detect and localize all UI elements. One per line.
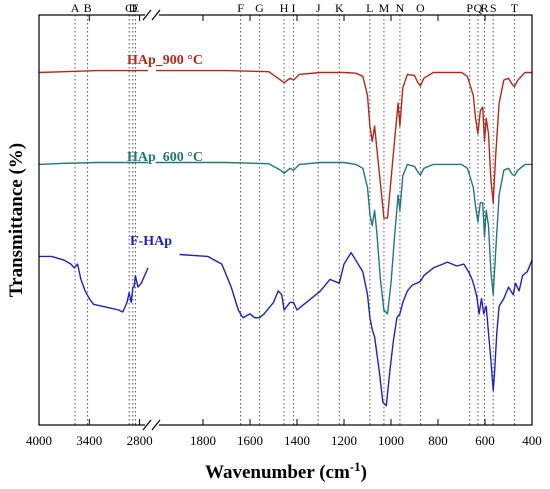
axis-ticks: 4000 3400 2800 1800 1600 1400 1200 1000 800 600 40… bbox=[26, 15, 542, 448]
series-label-hap-900-c: HAp_900 °C bbox=[127, 53, 203, 68]
band-label-G: G bbox=[255, 1, 264, 15]
x-tick-label-1400: 1400 bbox=[284, 433, 310, 448]
plot-frame bbox=[38, 14, 533, 426]
series-line-hap-900-c-low bbox=[156, 69, 532, 219]
band-label-J: J bbox=[316, 1, 321, 15]
band-label-S: S bbox=[490, 1, 497, 15]
band-label-M: M bbox=[379, 1, 390, 15]
x-tick-label-3400: 3400 bbox=[76, 433, 102, 448]
spectra bbox=[38, 69, 533, 407]
band-label-N: N bbox=[396, 1, 405, 15]
band-label-F: F bbox=[237, 1, 244, 15]
band-label-R: R bbox=[481, 1, 489, 15]
band-label-T: T bbox=[511, 1, 519, 15]
x-tick-label-800: 800 bbox=[428, 433, 448, 448]
axis-break-top bbox=[142, 9, 161, 21]
band-label-L: L bbox=[366, 1, 373, 15]
band-label-B: B bbox=[84, 1, 92, 15]
band-label-H: H bbox=[280, 1, 289, 15]
x-tick-label-600: 600 bbox=[475, 433, 495, 448]
series-label-hap-600-c: HAp_600 °C bbox=[127, 150, 203, 165]
y-axis-title: Transmittance (%) bbox=[6, 143, 27, 297]
x-tick-label-4000: 4000 bbox=[26, 433, 52, 448]
x-axis-title-close: ) bbox=[361, 462, 367, 483]
band-label-I: I bbox=[291, 1, 295, 15]
x-axis-title: Wavenumber (cm-1) bbox=[205, 459, 367, 483]
x-tick-label-1600: 1600 bbox=[237, 433, 263, 448]
series-line-hap-600-c-high bbox=[38, 161, 148, 166]
band-markers bbox=[74, 15, 515, 425]
x-tick-label-2800: 2800 bbox=[127, 433, 153, 448]
series-line-hap-900-c-high bbox=[38, 69, 148, 74]
band-label-D: D bbox=[129, 1, 138, 15]
band-label-Q: Q bbox=[474, 1, 483, 15]
x-axis-title-unit-exponent: -1 bbox=[350, 459, 361, 474]
band-label-C: C bbox=[125, 1, 133, 15]
band-label-O: O bbox=[416, 1, 425, 15]
x-tick-label-1000: 1000 bbox=[378, 433, 404, 448]
band-label-P: P bbox=[466, 1, 473, 15]
series-labels: A B CDE F G H I J K L M N O P QR S T HAp_900 °C HAp_600 °C… bbox=[71, 1, 519, 249]
x-tick-label-1200: 1200 bbox=[331, 433, 357, 448]
series-line-f-hap-high bbox=[39, 255, 149, 313]
band-label-E: E bbox=[132, 1, 139, 15]
x-axis-title-main: Wavenumber (cm bbox=[205, 462, 350, 483]
x-tick-label-400: 400 bbox=[522, 433, 542, 448]
band-label-K: K bbox=[335, 1, 344, 15]
series-label-f-hap: F-HAp bbox=[130, 234, 172, 249]
series-line-f-hap-low bbox=[179, 251, 533, 407]
axis-break-bottom bbox=[142, 419, 161, 431]
x-tick-label-1800: 1800 bbox=[190, 433, 216, 448]
series-line-hap-600-c-low bbox=[156, 161, 532, 315]
band-label-A: A bbox=[71, 1, 80, 15]
